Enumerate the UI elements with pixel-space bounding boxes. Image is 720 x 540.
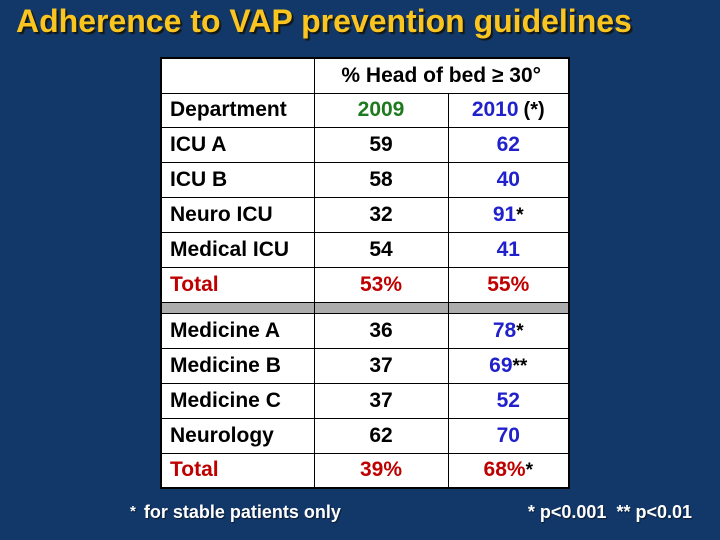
value-2010-cell: 70 xyxy=(447,417,570,454)
dept-cell: Neuro ICU xyxy=(160,196,315,233)
table-row: Neurology 62 70 xyxy=(160,417,570,454)
dept-cell: ICU B xyxy=(160,161,315,198)
significance-mark: * xyxy=(516,320,524,342)
value-2010-cell: 62 xyxy=(447,126,570,163)
year-2009-header-cell: 2009 xyxy=(313,92,449,128)
value-2010: 41 xyxy=(496,237,520,261)
value-2009-cell: 58 xyxy=(313,161,449,198)
total-row: Total 39% 68%* xyxy=(160,452,570,489)
dept-cell: Medicine B xyxy=(160,347,315,384)
value-2010-cell: 78* xyxy=(447,312,570,349)
value-2010: 52 xyxy=(496,388,520,412)
dept-cell: Total xyxy=(160,266,315,303)
value-2010-cell: 91* xyxy=(447,196,570,233)
section-separator-row xyxy=(160,301,570,314)
table-row: Medicine A 36 78* xyxy=(160,312,570,349)
column-header-row: Department 2009 2010 (*) xyxy=(160,92,570,128)
slide-title: Adherence to VAP prevention guidelines xyxy=(16,3,632,39)
adherence-table: % Head of bed ≥ 30° Department 2009 2010… xyxy=(160,57,570,489)
separator-cell xyxy=(447,301,570,314)
value-2009-cell: 36 xyxy=(313,312,449,349)
value-2009-cell: 37 xyxy=(313,382,449,419)
dept-cell: ICU A xyxy=(160,126,315,163)
value-2010: 40 xyxy=(496,167,520,191)
table-row: ICU A 59 62 xyxy=(160,126,570,163)
dept-cell: Medicine A xyxy=(160,312,315,349)
footnote-marker: * xyxy=(130,503,136,520)
table-row: Medical ICU 54 41 xyxy=(160,231,570,268)
significance-mark: * xyxy=(516,204,524,226)
dept-cell: Medical ICU xyxy=(160,231,315,268)
value-2010-cell: 52 xyxy=(447,382,570,419)
year-2010-header-cell: 2010 (*) xyxy=(447,92,570,128)
value-2009-cell: 32 xyxy=(313,196,449,233)
separator-cell xyxy=(313,301,449,314)
merged-header-row: % Head of bed ≥ 30° xyxy=(160,57,570,94)
value-2010: 91 xyxy=(492,202,517,226)
year-2010-suffix: (*) xyxy=(523,99,545,121)
dept-cell: Total xyxy=(160,452,315,489)
blank-cell xyxy=(160,57,315,94)
value-2009-cell: 59 xyxy=(313,126,449,163)
data-table: % Head of bed ≥ 30° Department 2009 2010… xyxy=(160,57,570,489)
table-row: ICU B 58 40 xyxy=(160,161,570,198)
value-2010: 68% xyxy=(483,458,526,482)
value-2010: 69 xyxy=(489,353,513,377)
footnote-pvalues: * p<0.001 ** p<0.01 xyxy=(527,502,692,522)
value-2010: 78 xyxy=(492,318,517,342)
year-2010-label: 2010 xyxy=(471,98,519,121)
value-2009-cell: 54 xyxy=(313,231,449,268)
table-row: Medicine C 37 52 xyxy=(160,382,570,419)
value-2010-cell: 68%* xyxy=(447,452,570,489)
total-row: Total 53% 55% xyxy=(160,266,570,303)
value-2010-cell: 55% xyxy=(447,266,570,303)
value-2010-cell: 41 xyxy=(447,231,570,268)
value-2010-cell: 69** xyxy=(447,347,570,384)
value-2009-cell: 62 xyxy=(313,417,449,454)
separator-cell xyxy=(160,301,315,314)
value-2009-cell: 39% xyxy=(313,452,449,489)
dept-cell: Neurology xyxy=(160,417,315,454)
value-2010: 62 xyxy=(496,132,520,156)
table-row: Neuro ICU 32 91* xyxy=(160,196,570,233)
value-2010: 55% xyxy=(487,272,530,296)
value-2010-cell: 40 xyxy=(447,161,570,198)
significance-mark: * xyxy=(525,460,533,482)
value-2009-cell: 37 xyxy=(313,347,449,384)
merged-header-cell: % Head of bed ≥ 30° xyxy=(313,57,570,94)
significance-mark: ** xyxy=(512,355,528,377)
table-row: Medicine B 37 69** xyxy=(160,347,570,384)
dept-cell: Medicine C xyxy=(160,382,315,419)
footnote-stable-patients: * for stable patients only xyxy=(130,502,341,523)
value-2009-cell: 53% xyxy=(313,266,449,303)
value-2010: 70 xyxy=(496,423,520,447)
department-header-cell: Department xyxy=(160,92,315,128)
footnote-left-text: for stable patients only xyxy=(143,502,341,522)
